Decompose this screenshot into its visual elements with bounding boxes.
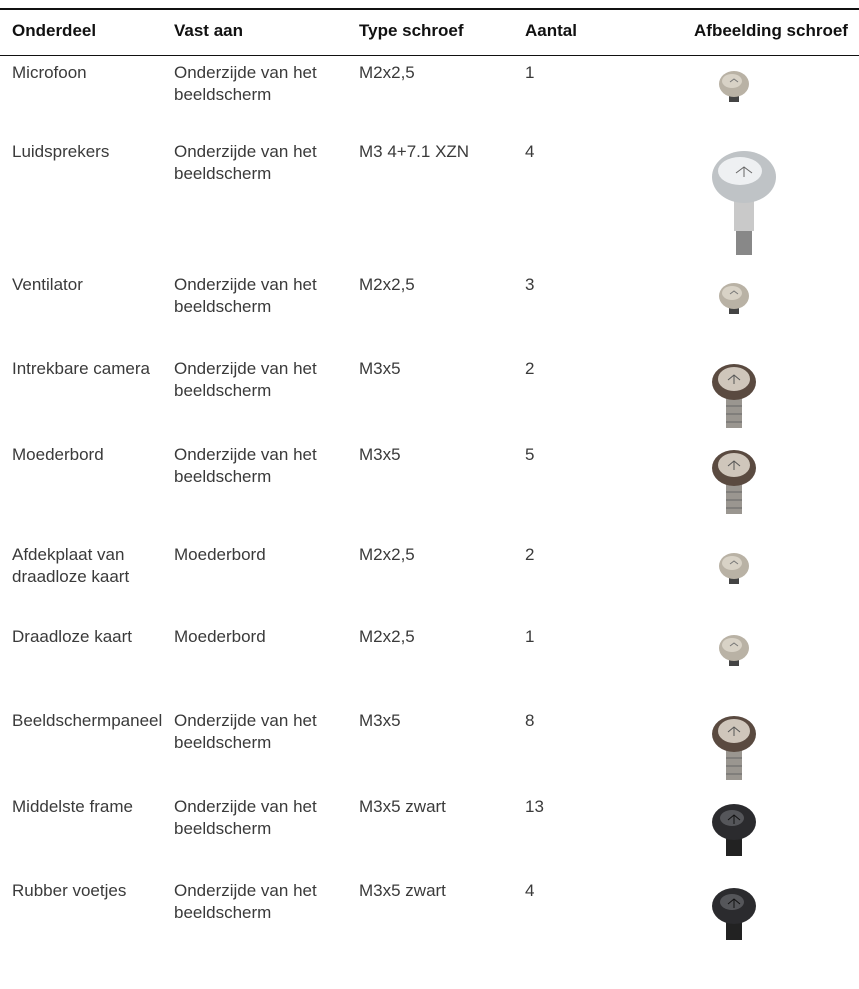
table-cell: Beeldschermpaneel	[0, 704, 174, 790]
column-header: Afbeelding schroef	[694, 9, 859, 55]
table-cell: M2x2,5	[359, 268, 525, 352]
table-cell: Onderzijde van het beeldscherm	[174, 268, 359, 352]
screw-image-cell	[694, 438, 859, 538]
table-cell: Luidsprekers	[0, 135, 174, 268]
column-header: Aantal	[525, 9, 694, 55]
table-cell: Moederbord	[174, 620, 359, 704]
screw-image	[704, 62, 764, 122]
table-cell: 1	[525, 620, 694, 704]
table-cell: 2	[525, 352, 694, 438]
screw-image	[704, 880, 764, 950]
screw-image	[704, 544, 764, 604]
table-cell: 1	[525, 55, 694, 135]
screw-image-cell	[694, 874, 859, 955]
screw-image	[704, 626, 764, 686]
screw-image	[704, 710, 764, 790]
table-cell: M3x5	[359, 438, 525, 538]
table-cell: M3 4+7.1 XZN	[359, 135, 525, 268]
screw-image-cell	[694, 352, 859, 438]
table-cell: Onderzijde van het beeldscherm	[174, 874, 359, 955]
table-cell: Rubber voetjes	[0, 874, 174, 955]
table-cell: Afdekplaat van draadloze kaart	[0, 538, 174, 620]
table-cell: Onderzijde van het beeldscherm	[174, 790, 359, 874]
screw-image-cell	[694, 268, 859, 352]
table-cell: M2x2,5	[359, 55, 525, 135]
screw-image	[704, 358, 764, 438]
screw-image	[704, 274, 764, 334]
table-cell: 5	[525, 438, 694, 538]
screw-image-cell	[694, 135, 859, 268]
table-cell: Moederbord	[174, 538, 359, 620]
table-cell: Intrekbare camera	[0, 352, 174, 438]
table-cell: 13	[525, 790, 694, 874]
screw-image-cell	[694, 620, 859, 704]
table-cell: 4	[525, 135, 694, 268]
screw-image	[704, 444, 764, 524]
table-cell: 3	[525, 268, 694, 352]
table-cell: Onderzijde van het beeldscherm	[174, 352, 359, 438]
table-cell: 8	[525, 704, 694, 790]
column-header: Onderdeel	[0, 9, 174, 55]
screw-image-cell	[694, 55, 859, 135]
table-cell: Onderzijde van het beeldscherm	[174, 704, 359, 790]
screw-image	[704, 141, 784, 261]
table-cell: M3x5 zwart	[359, 874, 525, 955]
table-cell: 4	[525, 874, 694, 955]
table-cell: Ventilator	[0, 268, 174, 352]
column-header: Vast aan	[174, 9, 359, 55]
screw-image-cell	[694, 790, 859, 874]
table-cell: Microfoon	[0, 55, 174, 135]
table-cell: Onderzijde van het beeldscherm	[174, 55, 359, 135]
table-cell: Onderzijde van het beeldscherm	[174, 438, 359, 538]
table-cell: 2	[525, 538, 694, 620]
table-cell: M3x5	[359, 704, 525, 790]
screw-image-cell	[694, 704, 859, 790]
table-cell: M2x2,5	[359, 620, 525, 704]
column-header: Type schroef	[359, 9, 525, 55]
table-cell: Middelste frame	[0, 790, 174, 874]
table-cell: Moederbord	[0, 438, 174, 538]
table-cell: M3x5	[359, 352, 525, 438]
screw-image-cell	[694, 538, 859, 620]
table-cell: M3x5 zwart	[359, 790, 525, 874]
screw-image	[704, 796, 764, 866]
table-cell: Onderzijde van het beeldscherm	[174, 135, 359, 268]
table-cell: M2x2,5	[359, 538, 525, 620]
table-cell: Draadloze kaart	[0, 620, 174, 704]
